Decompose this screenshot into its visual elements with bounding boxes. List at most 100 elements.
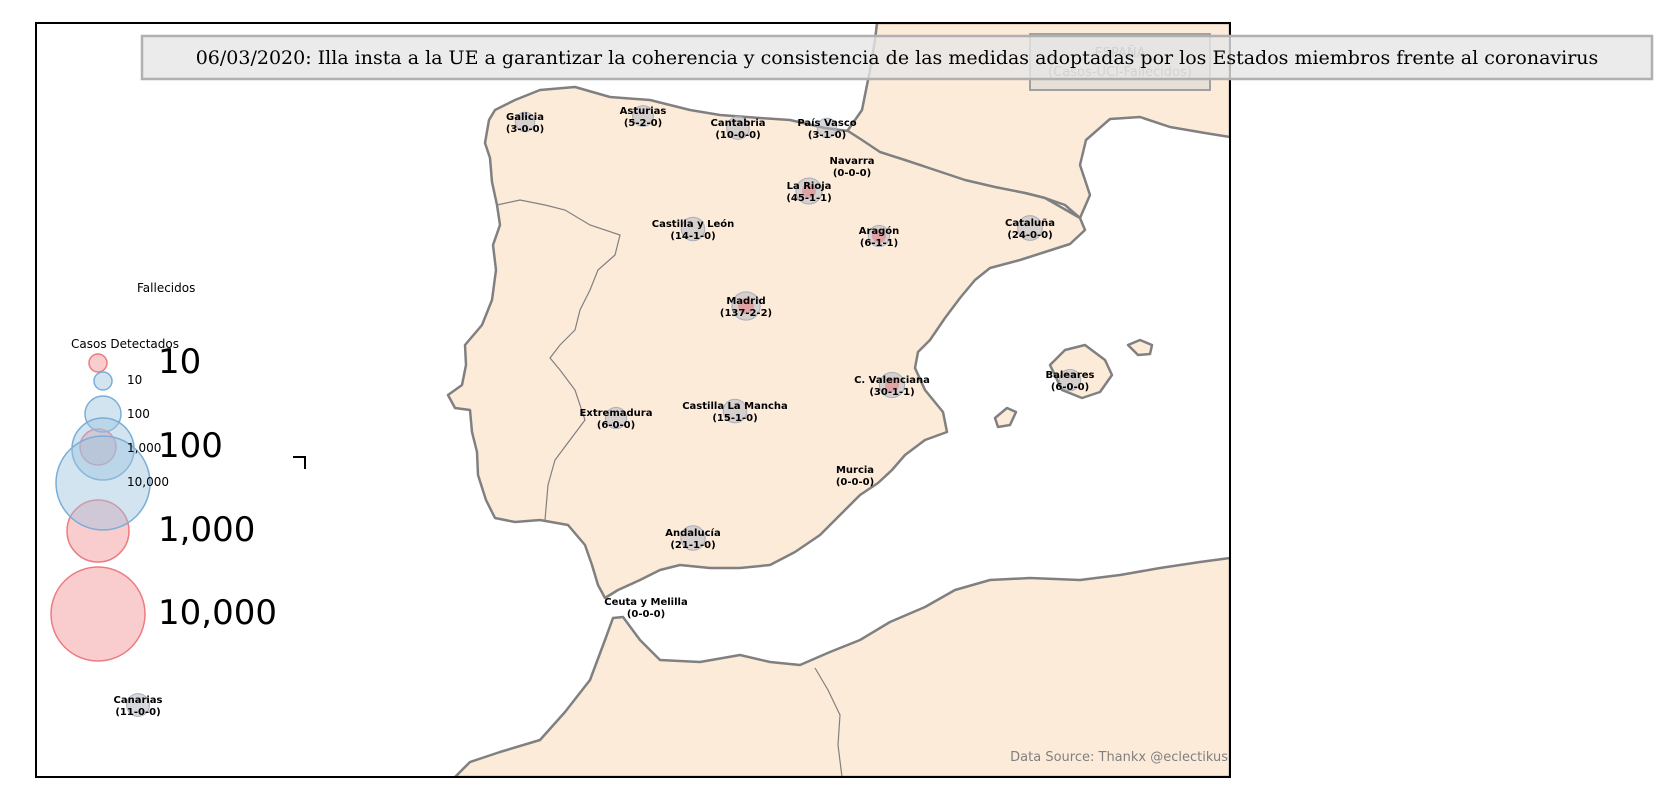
- region-stats: (137-2-2): [720, 308, 772, 319]
- region-cases-circle: [604, 406, 628, 430]
- region-stats: (15-1-0): [712, 413, 757, 424]
- map-geography: [36, 23, 1230, 777]
- region-name: Madrid: [726, 296, 765, 307]
- region-marker: Extremadura(6-0-0): [580, 406, 653, 431]
- africa-landmass: [453, 556, 1230, 777]
- region-marker: Asturias(5-2-0): [620, 105, 667, 129]
- region-name: La Rioja: [787, 181, 832, 192]
- region-name: Castilla La Mancha: [682, 401, 788, 412]
- legend-cases-1000: [71, 417, 135, 481]
- region-cases-circle: [726, 116, 750, 140]
- news-headline: 06/03/2020: Illa insta a la UE a garanti…: [196, 47, 1599, 69]
- region-cases-circle: [1017, 215, 1043, 241]
- region-deaths-circle: [872, 229, 886, 243]
- region-name: Castilla y León: [652, 218, 734, 230]
- legend-cases-label-10000: 10,000: [127, 475, 169, 489]
- region-name: Navarra: [830, 156, 875, 167]
- region-marker: Canarias(11-0-0): [113, 693, 163, 718]
- region-stats: (11-0-0): [115, 707, 160, 718]
- legend-cases-100: [84, 395, 122, 433]
- legend-deaths-10000: [50, 566, 146, 662]
- region-deaths-circle: [802, 184, 816, 198]
- region-name: Ceuta y Melilla: [604, 597, 687, 608]
- portugal-border: [496, 199, 621, 521]
- region-name: País Vasco: [797, 117, 856, 129]
- region-marker: Cantabria(10-0-0): [711, 116, 766, 141]
- region-cases-circle: [514, 111, 536, 133]
- region-marker: Galicia(3-0-0): [506, 111, 544, 135]
- legend-cases-label-100: 100: [127, 407, 150, 421]
- region-marker: Andalucía(21-1-0): [665, 525, 721, 551]
- region-stats: (5-2-0): [624, 118, 662, 129]
- region-cases-circle: [632, 105, 654, 127]
- news-headline-box: 06/03/2020: Illa insta a la UE a garanti…: [140, 34, 1654, 81]
- region-name: Murcia: [836, 465, 874, 476]
- region-marker: Murcia(0-0-0): [836, 465, 874, 488]
- region-cases-circle: [680, 525, 706, 551]
- region-marker: Castilla La Mancha(15-1-0): [682, 398, 788, 424]
- region-deaths-circle: [885, 378, 899, 392]
- legend-deaths-label-100: 100: [158, 426, 223, 466]
- legend-cases-label-1000: 1,000: [127, 441, 161, 455]
- legend: Fallecidos Casos Detectados 10 100 1,000…: [50, 281, 306, 662]
- region-stats: (30-1-1): [869, 387, 914, 398]
- iberia-landmass: [446, 85, 1087, 600]
- region-marker: Castilla y León(14-1-0): [652, 216, 734, 242]
- region-name: Aragón: [859, 225, 900, 237]
- region-stats: (45-1-1): [786, 193, 831, 204]
- region-cases-circle: [680, 216, 706, 242]
- region-cases-circle: [722, 398, 748, 424]
- region-name: C. Valenciana: [854, 375, 930, 386]
- region-stats: (21-1-0): [670, 540, 715, 551]
- region-cases-circle: [816, 117, 838, 139]
- region-name: Extremadura: [580, 408, 653, 419]
- legend-deaths-label-10: 10: [158, 342, 201, 382]
- region-stats: (6-0-0): [597, 420, 635, 431]
- region-marker: País Vasco(3-1-0): [797, 117, 856, 141]
- region-stats: (0-0-0): [833, 168, 871, 179]
- region-name: Galicia: [506, 112, 544, 123]
- legend-corner-mark: [293, 456, 306, 469]
- region-marker: Cataluña(24-0-0): [1005, 215, 1055, 241]
- region-name: Cantabria: [711, 118, 766, 129]
- ceuta-africa-border: [814, 667, 843, 777]
- legend-cases-10000: [55, 435, 151, 531]
- region-marker: Madrid(137-2-2): [720, 291, 772, 321]
- region-name: Cataluña: [1005, 218, 1055, 229]
- region-deaths-circle: [738, 298, 754, 314]
- regions-layer: Galicia(3-0-0)Asturias(5-2-0) Cantabria(1…: [113, 105, 1095, 718]
- region-marker: Baleares(6-0-0): [1046, 368, 1095, 393]
- map-frame: [35, 22, 1231, 778]
- region-name: Andalucía: [665, 527, 720, 539]
- region-marker: Aragón(6-1-1): [859, 224, 900, 249]
- legend-cases-title: Casos Detectados: [71, 337, 179, 351]
- region-cases-circle: [1058, 368, 1082, 392]
- legend-deaths-1000: [66, 499, 130, 563]
- region-stats: (24-0-0): [1007, 230, 1052, 241]
- legend-cases-10: [93, 371, 113, 391]
- region-name: Canarias: [113, 695, 162, 706]
- legend-deaths-10: [88, 353, 108, 373]
- legend-deaths-label-10000: 10,000: [158, 593, 277, 633]
- menorca-island: [1126, 338, 1154, 357]
- region-name: Baleares: [1046, 370, 1095, 381]
- region-cases-circle: [126, 693, 150, 717]
- region-stats: (6-0-0): [1051, 382, 1089, 393]
- region-marker: C. Valenciana(30-1-1): [854, 371, 930, 399]
- data-source: Data Source: Thankx @eclectikus: [1010, 750, 1228, 765]
- legend-deaths-title: Fallecidos: [137, 281, 195, 295]
- region-stats: (0-0-0): [836, 477, 874, 488]
- region-stats: (6-1-1): [860, 238, 898, 249]
- region-name: Asturias: [620, 106, 667, 117]
- region-marker: Navarra(0-0-0): [830, 156, 875, 179]
- region-marker: La Rioja(45-1-1): [786, 177, 832, 205]
- legend-deaths-label-1000: 1,000: [158, 510, 255, 550]
- legend-cases-label-10: 10: [127, 373, 142, 387]
- region-stats: (3-1-0): [808, 130, 846, 141]
- region-marker: Ceuta y Melilla(0-0-0): [604, 597, 687, 620]
- region-stats: (10-0-0): [715, 130, 760, 141]
- ibiza-island: [993, 406, 1018, 429]
- region-stats: (0-0-0): [627, 609, 665, 620]
- region-stats: (14-1-0): [670, 231, 715, 242]
